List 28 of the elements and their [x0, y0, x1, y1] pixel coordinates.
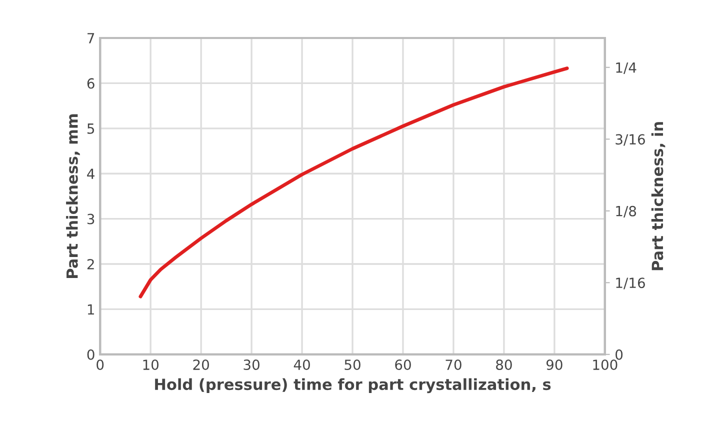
- y-tick-label: 7: [88, 33, 94, 44]
- x-tick-label: 20: [193, 360, 209, 370]
- y2-axis-title: Part thickness, in: [651, 122, 666, 270]
- y-tick-label: 5: [87, 124, 94, 134]
- y-tick-label: 4: [87, 168, 94, 179]
- x-tick-label: 80: [496, 360, 512, 370]
- x-tick-label: 100: [593, 360, 618, 370]
- x-tick-label: 60: [395, 360, 411, 370]
- y-tick-label: 2: [87, 258, 94, 270]
- y2-tick-label: 3/16: [616, 134, 645, 146]
- x-axis-title: Hold (pressure) time for part crystallization, s: [155, 378, 551, 394]
- y-tick-label: 1: [88, 304, 94, 314]
- y2-tick-label: 1/16: [616, 278, 645, 290]
- y2-tick-label: 1/4: [616, 62, 636, 74]
- x-tick-label: 40: [294, 360, 310, 370]
- x-tick-label: 30: [244, 360, 260, 370]
- x-tick-label: 90: [546, 360, 562, 370]
- line-series: [138, 66, 569, 298]
- y-tick-label: 3: [87, 214, 94, 224]
- x-tick-label: 10: [143, 360, 159, 370]
- y2-tick-label: 0: [616, 349, 623, 360]
- x-tick-label: 0: [96, 360, 104, 370]
- x-tick-label: 70: [446, 360, 462, 370]
- y-tick-label: 6: [87, 78, 94, 89]
- y-axis-title: Part thickness, mm: [66, 114, 80, 278]
- x-tick-label: 50: [344, 360, 360, 370]
- y-tick-label: 0: [87, 349, 94, 360]
- y2-tick-label: 1/8: [616, 206, 636, 218]
